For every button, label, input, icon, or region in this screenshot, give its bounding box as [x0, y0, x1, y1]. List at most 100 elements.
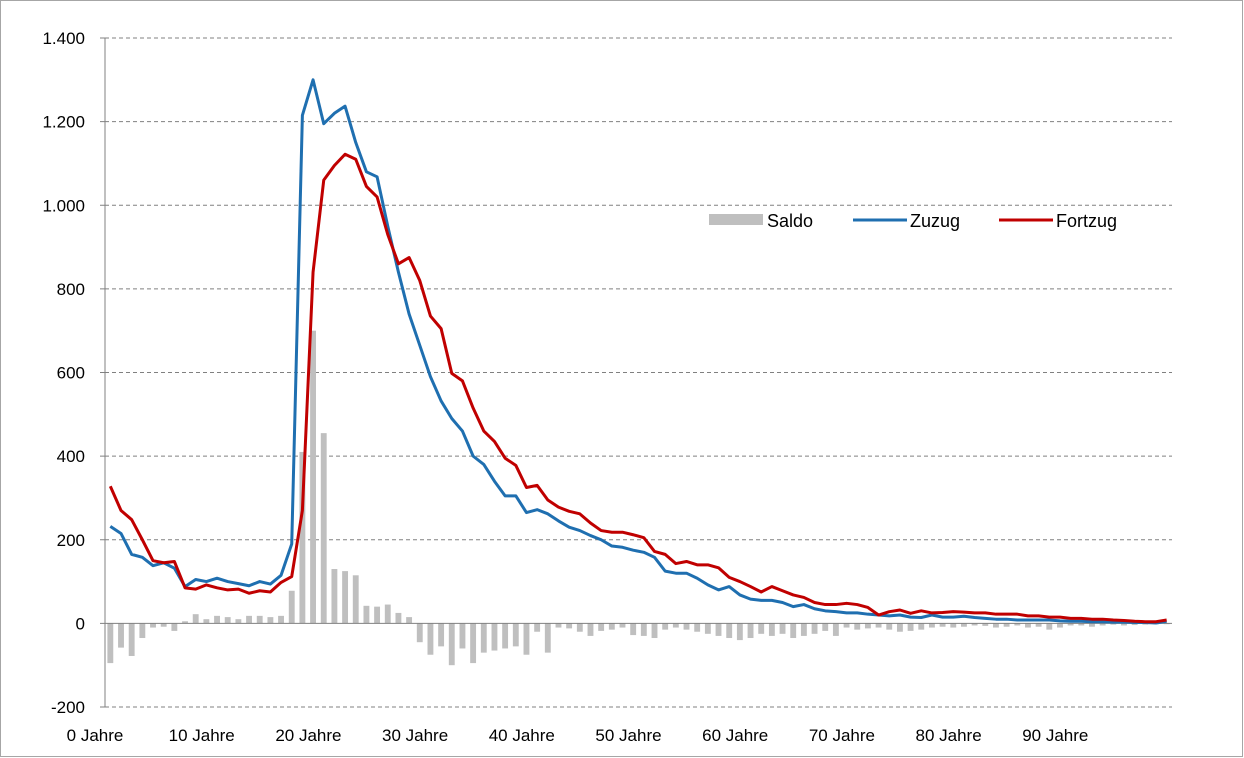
saldo-bar: [779, 623, 786, 634]
saldo-bar: [993, 623, 999, 628]
saldo-bar: [214, 615, 220, 624]
saldo-bar: [1003, 623, 1010, 627]
saldo-bar: [278, 615, 284, 624]
saldo-bar: [235, 619, 242, 624]
saldo-bar: [1110, 623, 1117, 625]
saldo-bar: [1035, 623, 1042, 627]
saldo-bar: [1025, 623, 1031, 628]
saldo-bar: [907, 623, 914, 631]
saldo-bar: [619, 623, 626, 628]
saldo-bar: [694, 623, 701, 632]
y-tick-label: 600: [57, 364, 85, 383]
y-tick-label: 200: [57, 531, 85, 550]
legend-label-saldo: Saldo: [767, 211, 813, 231]
saldo-bar: [160, 623, 167, 627]
x-tick-label: 40 Jahre: [489, 726, 555, 745]
saldo-bar: [182, 621, 188, 624]
saldo-bar: [342, 571, 349, 624]
saldo-bar: [961, 623, 967, 627]
legend-swatch-saldo: [709, 214, 763, 225]
saldo-bar: [736, 623, 743, 641]
saldo-bar: [374, 606, 381, 624]
saldo-bar: [384, 604, 391, 624]
saldo-bar: [566, 623, 573, 629]
saldo-bar: [416, 623, 423, 643]
saldo-bar: [203, 619, 210, 624]
y-tick-label: 400: [57, 447, 85, 466]
x-tick-label: 50 Jahre: [595, 726, 661, 745]
saldo-bar: [886, 623, 893, 630]
line-zuzug: [109, 78, 1167, 625]
saldo-bar: [150, 623, 156, 628]
y-tick-label: 800: [57, 280, 85, 299]
saldo-bar: [534, 623, 541, 632]
y-tick-label: 1.200: [42, 113, 85, 132]
y-tick-label: -200: [51, 698, 85, 717]
saldo-bar: [1046, 623, 1053, 630]
saldo-bar: [331, 569, 338, 624]
saldo-bar: [192, 614, 199, 624]
saldo-bar: [982, 623, 989, 626]
saldo-bar: [480, 623, 487, 653]
legend: Saldo Zuzug Fortzug: [709, 211, 1117, 231]
saldo-bar: [587, 623, 594, 636]
saldo-bar: [1099, 623, 1106, 626]
saldo-bar: [544, 623, 551, 653]
saldo-bar: [864, 623, 871, 629]
x-tick-label: 20 Jahre: [275, 726, 341, 745]
saldo-bar: [512, 623, 519, 647]
saldo-bar: [747, 623, 754, 639]
axes: [100, 37, 1172, 708]
saldo-bar: [395, 612, 402, 624]
saldo-bar: [576, 623, 583, 632]
saldo-bar: [139, 623, 146, 639]
saldo-bar: [118, 623, 124, 648]
saldo-bar: [854, 623, 861, 630]
saldo-bar: [288, 590, 295, 624]
saldo-bar: [555, 623, 562, 628]
saldo-bar: [310, 330, 316, 624]
saldo-bar: [224, 617, 231, 624]
saldo-bar: [683, 623, 690, 630]
x-tick-label: 10 Jahre: [169, 726, 235, 745]
saldo-bar: [704, 623, 711, 634]
saldo-bar: [438, 623, 445, 647]
saldo-bars: [107, 330, 1170, 666]
y-tick-label: 0: [76, 614, 85, 633]
saldo-bar: [1131, 623, 1138, 626]
saldo-bar: [843, 623, 850, 628]
saldo-bar: [406, 617, 413, 624]
saldo-bar: [1057, 623, 1063, 628]
saldo-bar: [107, 623, 114, 664]
saldo-bar: [651, 623, 658, 639]
saldo-bar: [363, 605, 370, 624]
saldo-bar: [758, 623, 765, 634]
saldo-bar: [1078, 623, 1085, 626]
tick-labels: -200 0 200 400 600 800 1.000 1.200 1.400 0 Jahre 1…: [42, 29, 1088, 745]
x-tick-label: 90 Jahre: [1022, 726, 1088, 745]
saldo-bar: [459, 623, 466, 649]
saldo-bar: [811, 623, 818, 634]
saldo-bar: [1121, 623, 1127, 626]
x-tick-label: 70 Jahre: [809, 726, 875, 745]
saldo-bar: [640, 623, 647, 636]
saldo-bar: [598, 623, 605, 631]
saldo-bar: [427, 623, 434, 655]
saldo-bar: [726, 623, 733, 639]
series-lines: [108, 78, 1167, 625]
line-fortzug: [108, 152, 1167, 624]
saldo-bar: [1067, 623, 1074, 626]
x-tick-label: 80 Jahre: [916, 726, 982, 745]
saldo-bar: [832, 623, 839, 636]
saldo-bar: [470, 623, 477, 664]
saldo-bar: [246, 615, 252, 624]
gridlines: [105, 37, 1172, 708]
saldo-bar: [896, 623, 903, 632]
saldo-bar: [950, 623, 957, 628]
x-tick-label: 30 Jahre: [382, 726, 448, 745]
saldo-bar: [299, 451, 306, 624]
saldo-bar: [768, 623, 775, 636]
saldo-bar: [918, 623, 925, 630]
saldo-bar: [928, 623, 935, 628]
